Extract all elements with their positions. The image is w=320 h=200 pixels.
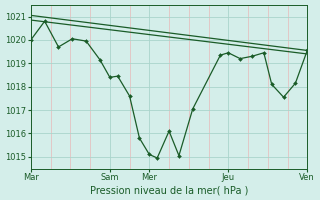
X-axis label: Pression niveau de la mer( hPa ): Pression niveau de la mer( hPa ) [90, 185, 248, 195]
